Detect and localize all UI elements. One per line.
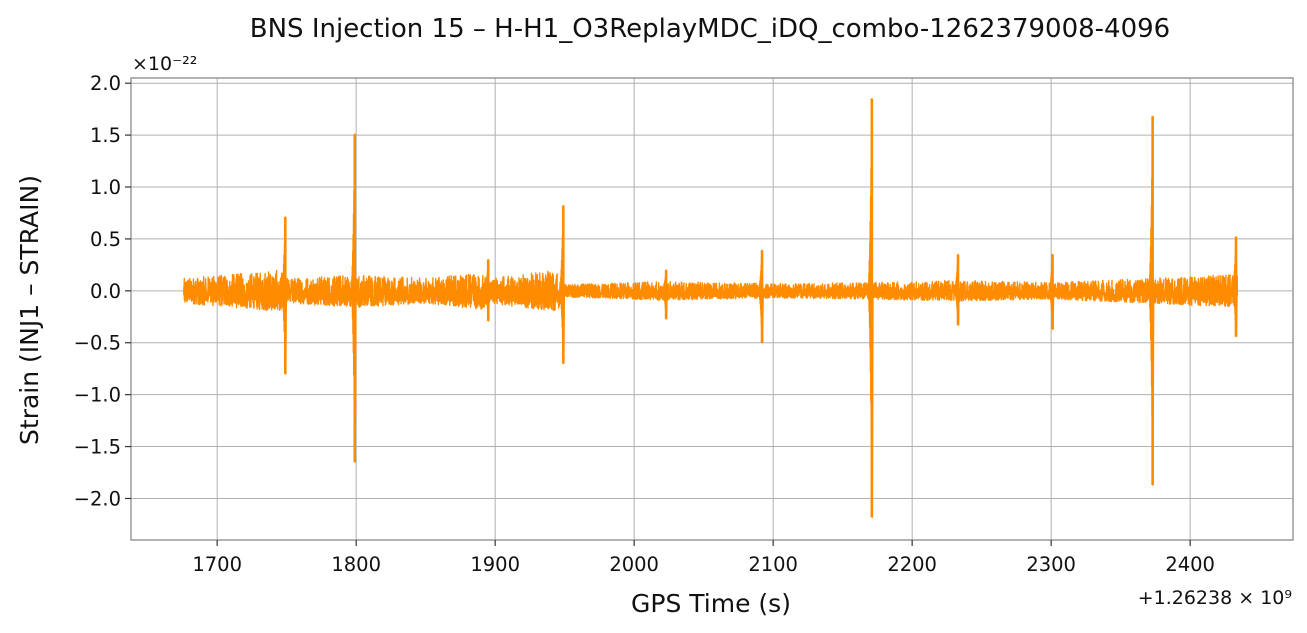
y-tick-label: −0.5 (74, 332, 121, 355)
x-tick-label: 2300 (1026, 553, 1076, 576)
x-tick-label: 1700 (192, 553, 242, 576)
y-axis-ticks: −2.0 −1.5 −1.0 −0.5 0.0 0.5 1.0 1.5 2.0 (74, 72, 131, 510)
y-tick-label: −1.0 (74, 384, 121, 407)
y-scale-label: ×10⁻²² (132, 53, 197, 75)
y-tick-label: −2.0 (74, 487, 121, 510)
x-tick-label: 1800 (331, 553, 381, 576)
x-offset-label: +1.26238 × 10⁹ (1138, 587, 1292, 609)
y-tick-label: 0.0 (90, 280, 121, 303)
strain-series-line (183, 98, 1239, 518)
x-tick-label: 2100 (748, 553, 798, 576)
chart-title: BNS Injection 15 – H-H1_O3ReplayMDC_iDQ_… (250, 14, 1170, 44)
x-tick-label: 2400 (1165, 553, 1215, 576)
y-tick-label: 1.5 (90, 124, 121, 147)
y-tick-label: 1.0 (90, 176, 121, 199)
x-tick-label: 1900 (470, 553, 520, 576)
strain-line-path (183, 98, 1239, 518)
y-axis-label: Strain (INJ1 – STRAIN) (15, 175, 44, 445)
y-tick-label: 2.0 (90, 72, 121, 95)
x-tick-label: 2200 (887, 553, 937, 576)
x-axis-label: GPS Time (s) (631, 589, 791, 618)
x-axis-ticks: 1700 1800 1900 2000 2100 2200 2300 2400 (192, 540, 1215, 576)
x-tick-label: 2000 (609, 553, 659, 576)
y-tick-label: −1.5 (74, 436, 121, 459)
plot-frame (130, 77, 1294, 541)
grid-lines (131, 78, 1293, 540)
y-tick-label: 0.5 (90, 228, 121, 251)
